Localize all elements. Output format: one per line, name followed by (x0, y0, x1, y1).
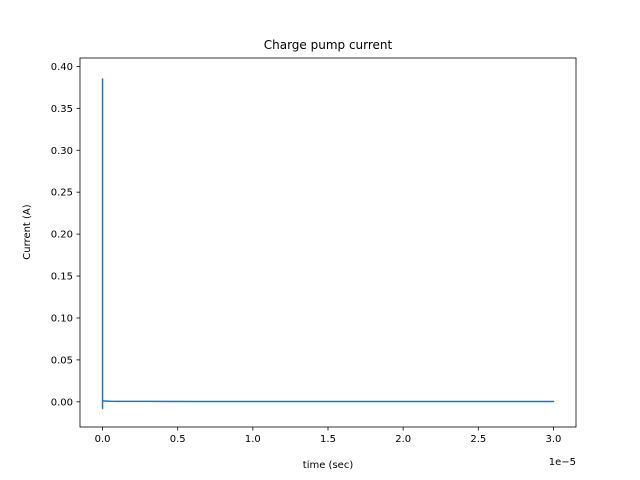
y-tick-label: 0.40 (51, 62, 73, 73)
x-tick-label: 1.5 (320, 434, 336, 445)
x-tick-label: 0.5 (170, 434, 186, 445)
x-tick-label: 2.5 (470, 434, 486, 445)
y-tick-label: 0.30 (51, 146, 73, 157)
y-tick-label: 0.20 (51, 230, 73, 241)
y-tick-label: 0.05 (51, 355, 73, 366)
x-tick-label: 0.0 (95, 434, 111, 445)
y-tick-label: 0.35 (51, 104, 73, 115)
x-axis-label: time (sec) (303, 460, 354, 471)
y-tick-label: 0.10 (51, 313, 73, 324)
x-tick-label: 2.0 (395, 434, 411, 445)
y-axis-label: Current (A) (22, 204, 33, 259)
x-tick-label: 3.0 (546, 434, 562, 445)
x-axis-offset-text: 1e−5 (549, 457, 576, 468)
y-tick-label: 0.00 (51, 397, 73, 408)
series-line-0 (101, 78, 555, 410)
chart-title: Charge pump current (264, 38, 393, 52)
x-tick-label: 1.0 (245, 434, 261, 445)
plot-area: 0.0 0.5 1.0 1.5 2.0 2.5 3.0 0.00 0.05 0.10 0.15 0.2… (51, 57, 577, 445)
y-tick-label: 0.25 (51, 188, 73, 199)
y-tick-label: 0.15 (51, 272, 73, 283)
